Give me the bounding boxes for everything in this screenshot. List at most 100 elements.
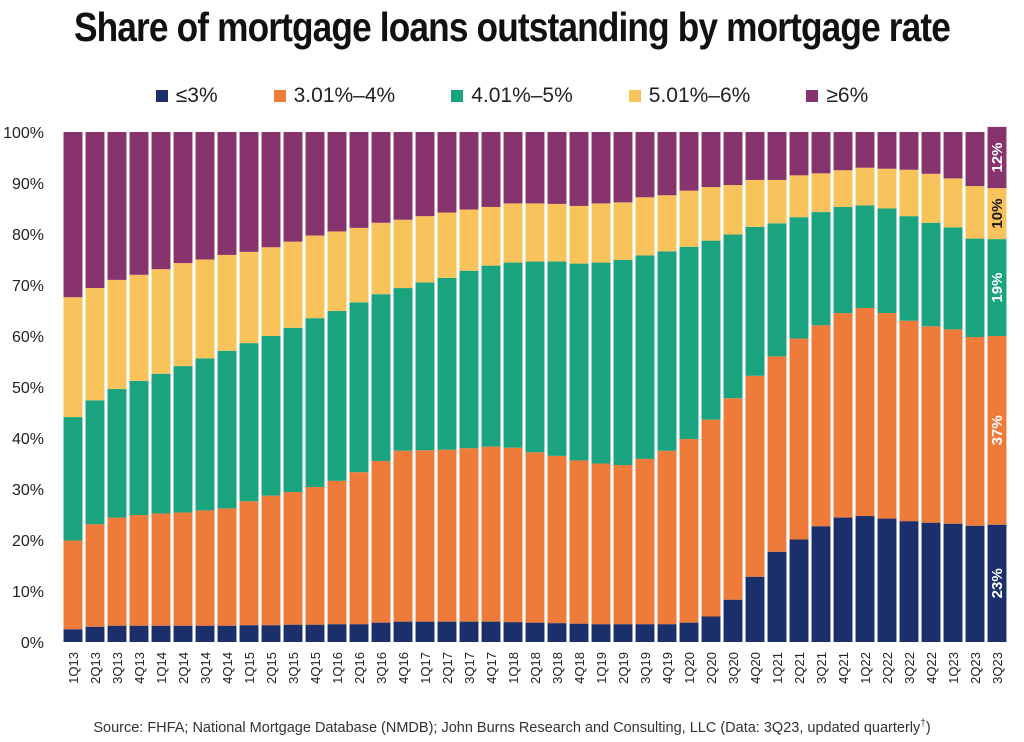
x-tick-label: 2Q20	[704, 652, 719, 684]
legend-item-4: ≥6%	[806, 84, 868, 108]
bar-segment	[767, 356, 787, 552]
bar-segment	[503, 132, 523, 204]
x-tick-label: 3Q13	[110, 652, 125, 684]
bar-segment	[965, 186, 985, 239]
legend-swatch-0	[155, 90, 168, 102]
bar-segment	[437, 132, 457, 213]
bar-segment	[943, 523, 963, 642]
bar-segment	[921, 522, 941, 642]
bar-stack	[173, 132, 193, 642]
x-tick-label: 4Q14	[220, 652, 235, 684]
bar-stack	[613, 132, 633, 642]
bar-segment	[173, 625, 193, 642]
x-tick-label: 1Q13	[66, 652, 81, 684]
bar-segment	[173, 366, 193, 513]
bar-segment	[789, 338, 809, 540]
y-tick-label: 10%	[12, 584, 44, 601]
x-tick-label: 3Q23	[990, 652, 1005, 684]
x-tick-label: 4Q16	[396, 652, 411, 684]
bar-segment	[525, 132, 545, 204]
bar-segment	[789, 539, 809, 642]
data-label: 23%	[989, 568, 1006, 598]
bar-stack	[833, 132, 853, 642]
bar-segment	[107, 625, 127, 642]
bar-segment	[85, 400, 105, 525]
x-tick-label: 1Q20	[682, 652, 697, 684]
bar-segment	[371, 460, 391, 623]
bar-segment	[371, 622, 391, 642]
bar-segment	[635, 255, 655, 459]
bar-segment	[547, 623, 567, 642]
y-tick-label: 0%	[21, 635, 44, 652]
bar-segment	[63, 417, 83, 541]
bar-segment	[415, 132, 435, 217]
bar-segment	[701, 419, 721, 617]
x-tick-label: 4Q20	[748, 652, 763, 684]
bar-segment	[305, 318, 325, 487]
bar-segment	[657, 195, 677, 252]
bar-segment	[107, 132, 127, 280]
bar-segment	[239, 132, 259, 252]
bar-segment	[767, 179, 787, 224]
x-tick-label: 4Q15	[308, 652, 323, 684]
bar-stack	[459, 132, 479, 642]
chart-title: Share of mortgage loans outstanding by m…	[73, 4, 951, 50]
bar-segment	[393, 288, 413, 451]
bar-segment	[349, 624, 369, 642]
bar-segment	[261, 132, 281, 248]
bar-segment	[679, 439, 699, 623]
bar-segment	[283, 241, 303, 328]
bar-segment	[151, 513, 171, 626]
bar-segment	[591, 203, 611, 263]
y-tick-label: 80%	[12, 227, 44, 244]
bar-segment	[547, 455, 567, 624]
bar-stack	[85, 132, 105, 642]
bar-segment	[239, 251, 259, 344]
x-tick-label: 3Q18	[550, 652, 565, 684]
bar-segment	[657, 251, 677, 451]
legend-item-1: 3.01%–4%	[273, 84, 395, 108]
bar-segment	[899, 320, 919, 522]
bar-segment	[987, 239, 1007, 336]
bar-segment	[85, 626, 105, 642]
bar-segment	[701, 616, 721, 642]
bar-segment	[393, 132, 413, 220]
x-tick-label: 2Q21	[792, 652, 807, 684]
bar-stack	[943, 132, 963, 642]
bar-segment	[855, 205, 875, 308]
bar-segment	[371, 132, 391, 223]
bar-segment	[393, 621, 413, 642]
bar-segment	[85, 524, 105, 627]
bar-segment	[239, 343, 259, 502]
x-tick-label: 2Q23	[968, 652, 983, 684]
bar-segment	[503, 203, 523, 263]
bar-segment	[833, 313, 853, 518]
bar-segment	[129, 132, 149, 275]
bar-segment	[877, 132, 897, 169]
bar-segment	[129, 380, 149, 516]
bar-segment	[833, 132, 853, 171]
legend-label-0: ≤3%	[175, 84, 218, 107]
bar-segment	[525, 203, 545, 262]
bar-segment	[569, 132, 589, 206]
bar-segment	[459, 132, 479, 210]
bar-segment	[811, 132, 831, 174]
bar-segment	[965, 337, 985, 526]
bar-segment	[503, 622, 523, 642]
bar-stack	[855, 132, 875, 642]
bar-stack	[789, 132, 809, 642]
bar-segment	[481, 446, 501, 622]
y-tick-label: 50%	[12, 380, 44, 397]
bar-stack	[415, 132, 435, 642]
bar-segment	[701, 132, 721, 188]
chart-legend: ≤3% 3.01%–4% 4.01%–5% 5.01%–6% ≥6%	[0, 84, 1024, 108]
y-tick-label: 20%	[12, 533, 44, 550]
bar-segment	[701, 187, 721, 241]
bar-segment	[349, 302, 369, 473]
bar-segment	[569, 205, 589, 264]
bar-segment	[767, 223, 787, 357]
bar-segment	[745, 132, 765, 180]
source-text: Source: FHFA; National Mortgage Database…	[93, 719, 921, 736]
x-tick-label: 1Q22	[858, 652, 873, 684]
bar-segment	[371, 294, 391, 461]
